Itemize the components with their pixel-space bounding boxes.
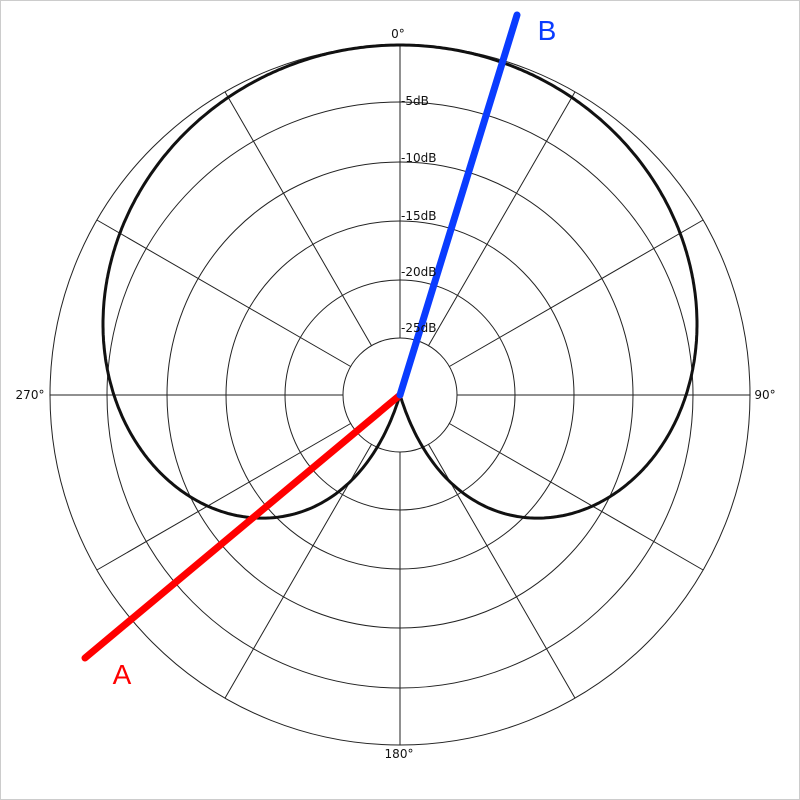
ring-label: -15dB — [401, 209, 436, 223]
spoke — [224, 91, 372, 346]
spoke — [428, 91, 576, 346]
label-b: B — [538, 15, 557, 46]
spoke — [96, 423, 351, 571]
label-a: A — [113, 659, 132, 690]
spoke — [449, 423, 704, 571]
line-b — [396, 11, 521, 399]
angle-label: 180° — [385, 747, 414, 761]
spoke — [224, 444, 372, 699]
spoke — [96, 219, 351, 367]
ring-label: -25dB — [401, 321, 436, 335]
angle-label: 0° — [391, 27, 405, 41]
spoke — [428, 444, 576, 699]
line-a — [81, 391, 404, 662]
angle-label: 90° — [754, 388, 775, 402]
spoke — [449, 219, 704, 367]
ring-label: -10dB — [401, 151, 436, 165]
angle-label: 270° — [16, 388, 45, 402]
ring-label: -20dB — [401, 265, 436, 279]
ring-label: -5dB — [401, 94, 429, 108]
